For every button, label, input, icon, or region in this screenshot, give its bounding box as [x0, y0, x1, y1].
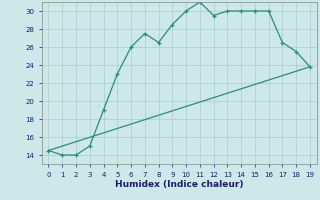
- X-axis label: Humidex (Indice chaleur): Humidex (Indice chaleur): [115, 180, 244, 189]
